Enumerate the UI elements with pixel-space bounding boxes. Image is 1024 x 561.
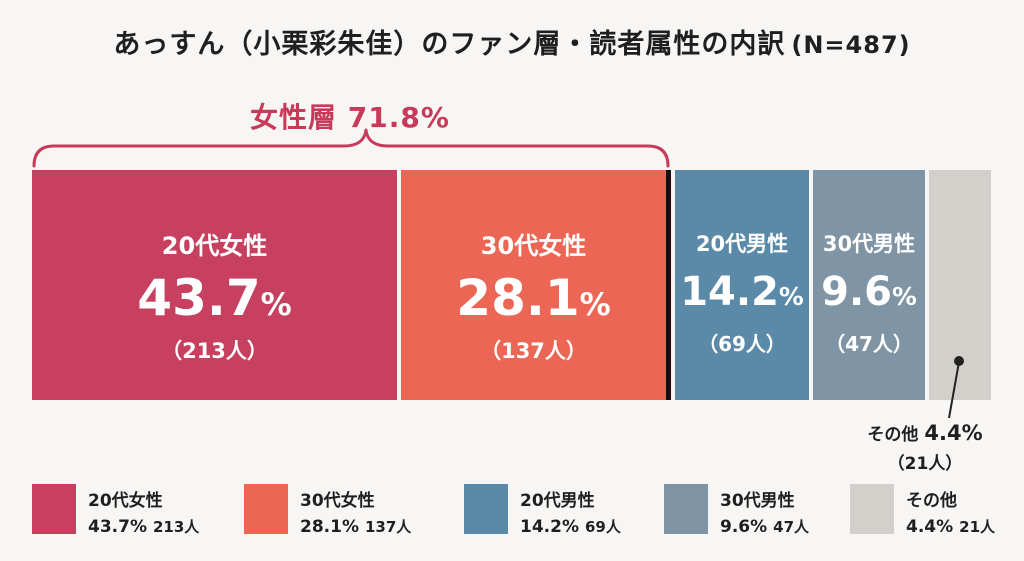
legend-name: 20代女性 — [88, 491, 163, 511]
other-callout-count: （21人） — [887, 454, 963, 474]
legend-name: 30代女性 — [300, 491, 375, 511]
sample-size-label: (N=487) — [791, 31, 911, 59]
segment-count: （137人） — [480, 339, 587, 363]
segment-male-20s: 20代男性 14.2% （69人） — [675, 170, 809, 400]
legend-name: 20代男性 — [520, 491, 595, 511]
segment-count: （213人） — [161, 339, 268, 363]
segment-label: 20代女性 — [161, 232, 268, 260]
other-callout-dot — [954, 356, 964, 366]
segment-male-30s: 30代男性 9.6% （47人） — [813, 170, 925, 400]
other-callout-value: 4.4% — [924, 421, 983, 445]
other-callout-name: その他 — [867, 425, 919, 445]
segment-female-30s: 30代女性 28.1% （137人） — [401, 170, 666, 400]
legend-value: 14.2% — [520, 517, 579, 537]
chart-title-text: あっすん（小栗彩朱佳）のファン層・読者属性の内訳 — [113, 29, 786, 60]
segment-female-20s: 20代女性 43.7% （213人） — [32, 170, 397, 400]
legend-count: 21人 — [959, 518, 996, 536]
legend-count: 137人 — [364, 518, 412, 536]
legend-swatch — [244, 484, 288, 534]
segment-percent: 9.6% — [821, 269, 917, 315]
segment-percent: 43.7% — [137, 269, 292, 327]
legend-swatch — [850, 484, 894, 534]
female-male-divider — [666, 170, 671, 400]
legend-swatch — [32, 484, 76, 534]
legend-swatch — [464, 484, 508, 534]
legend-name: 30代男性 — [720, 491, 795, 511]
legend-count: 47人 — [773, 518, 810, 536]
segment-percent: 14.2% — [680, 269, 804, 315]
other-callout: その他 4.4% （21人） — [850, 420, 1000, 474]
segment-count: （47人） — [825, 332, 913, 356]
legend-count: 69人 — [584, 518, 621, 536]
segment-count: （69人） — [698, 332, 786, 356]
segment-label: 30代男性 — [822, 232, 916, 256]
segment-percent: 28.1% — [456, 269, 611, 327]
legend-value: 9.6% — [720, 517, 768, 537]
chart-title: あっすん（小栗彩朱佳）のファン層・読者属性の内訳 (N=487) — [0, 22, 1024, 61]
legend-swatch — [664, 484, 708, 534]
legend-value: 4.4% — [906, 517, 954, 537]
legend-value: 28.1% — [300, 517, 359, 537]
segment-label: 30代女性 — [480, 232, 587, 260]
female-group-label: 女性層 71.8% — [250, 101, 450, 134]
segment-label: 20代男性 — [695, 232, 789, 256]
legend-count: 213人 — [152, 518, 200, 536]
legend-value: 43.7% — [88, 517, 147, 537]
legend-name: その他 — [906, 491, 957, 511]
